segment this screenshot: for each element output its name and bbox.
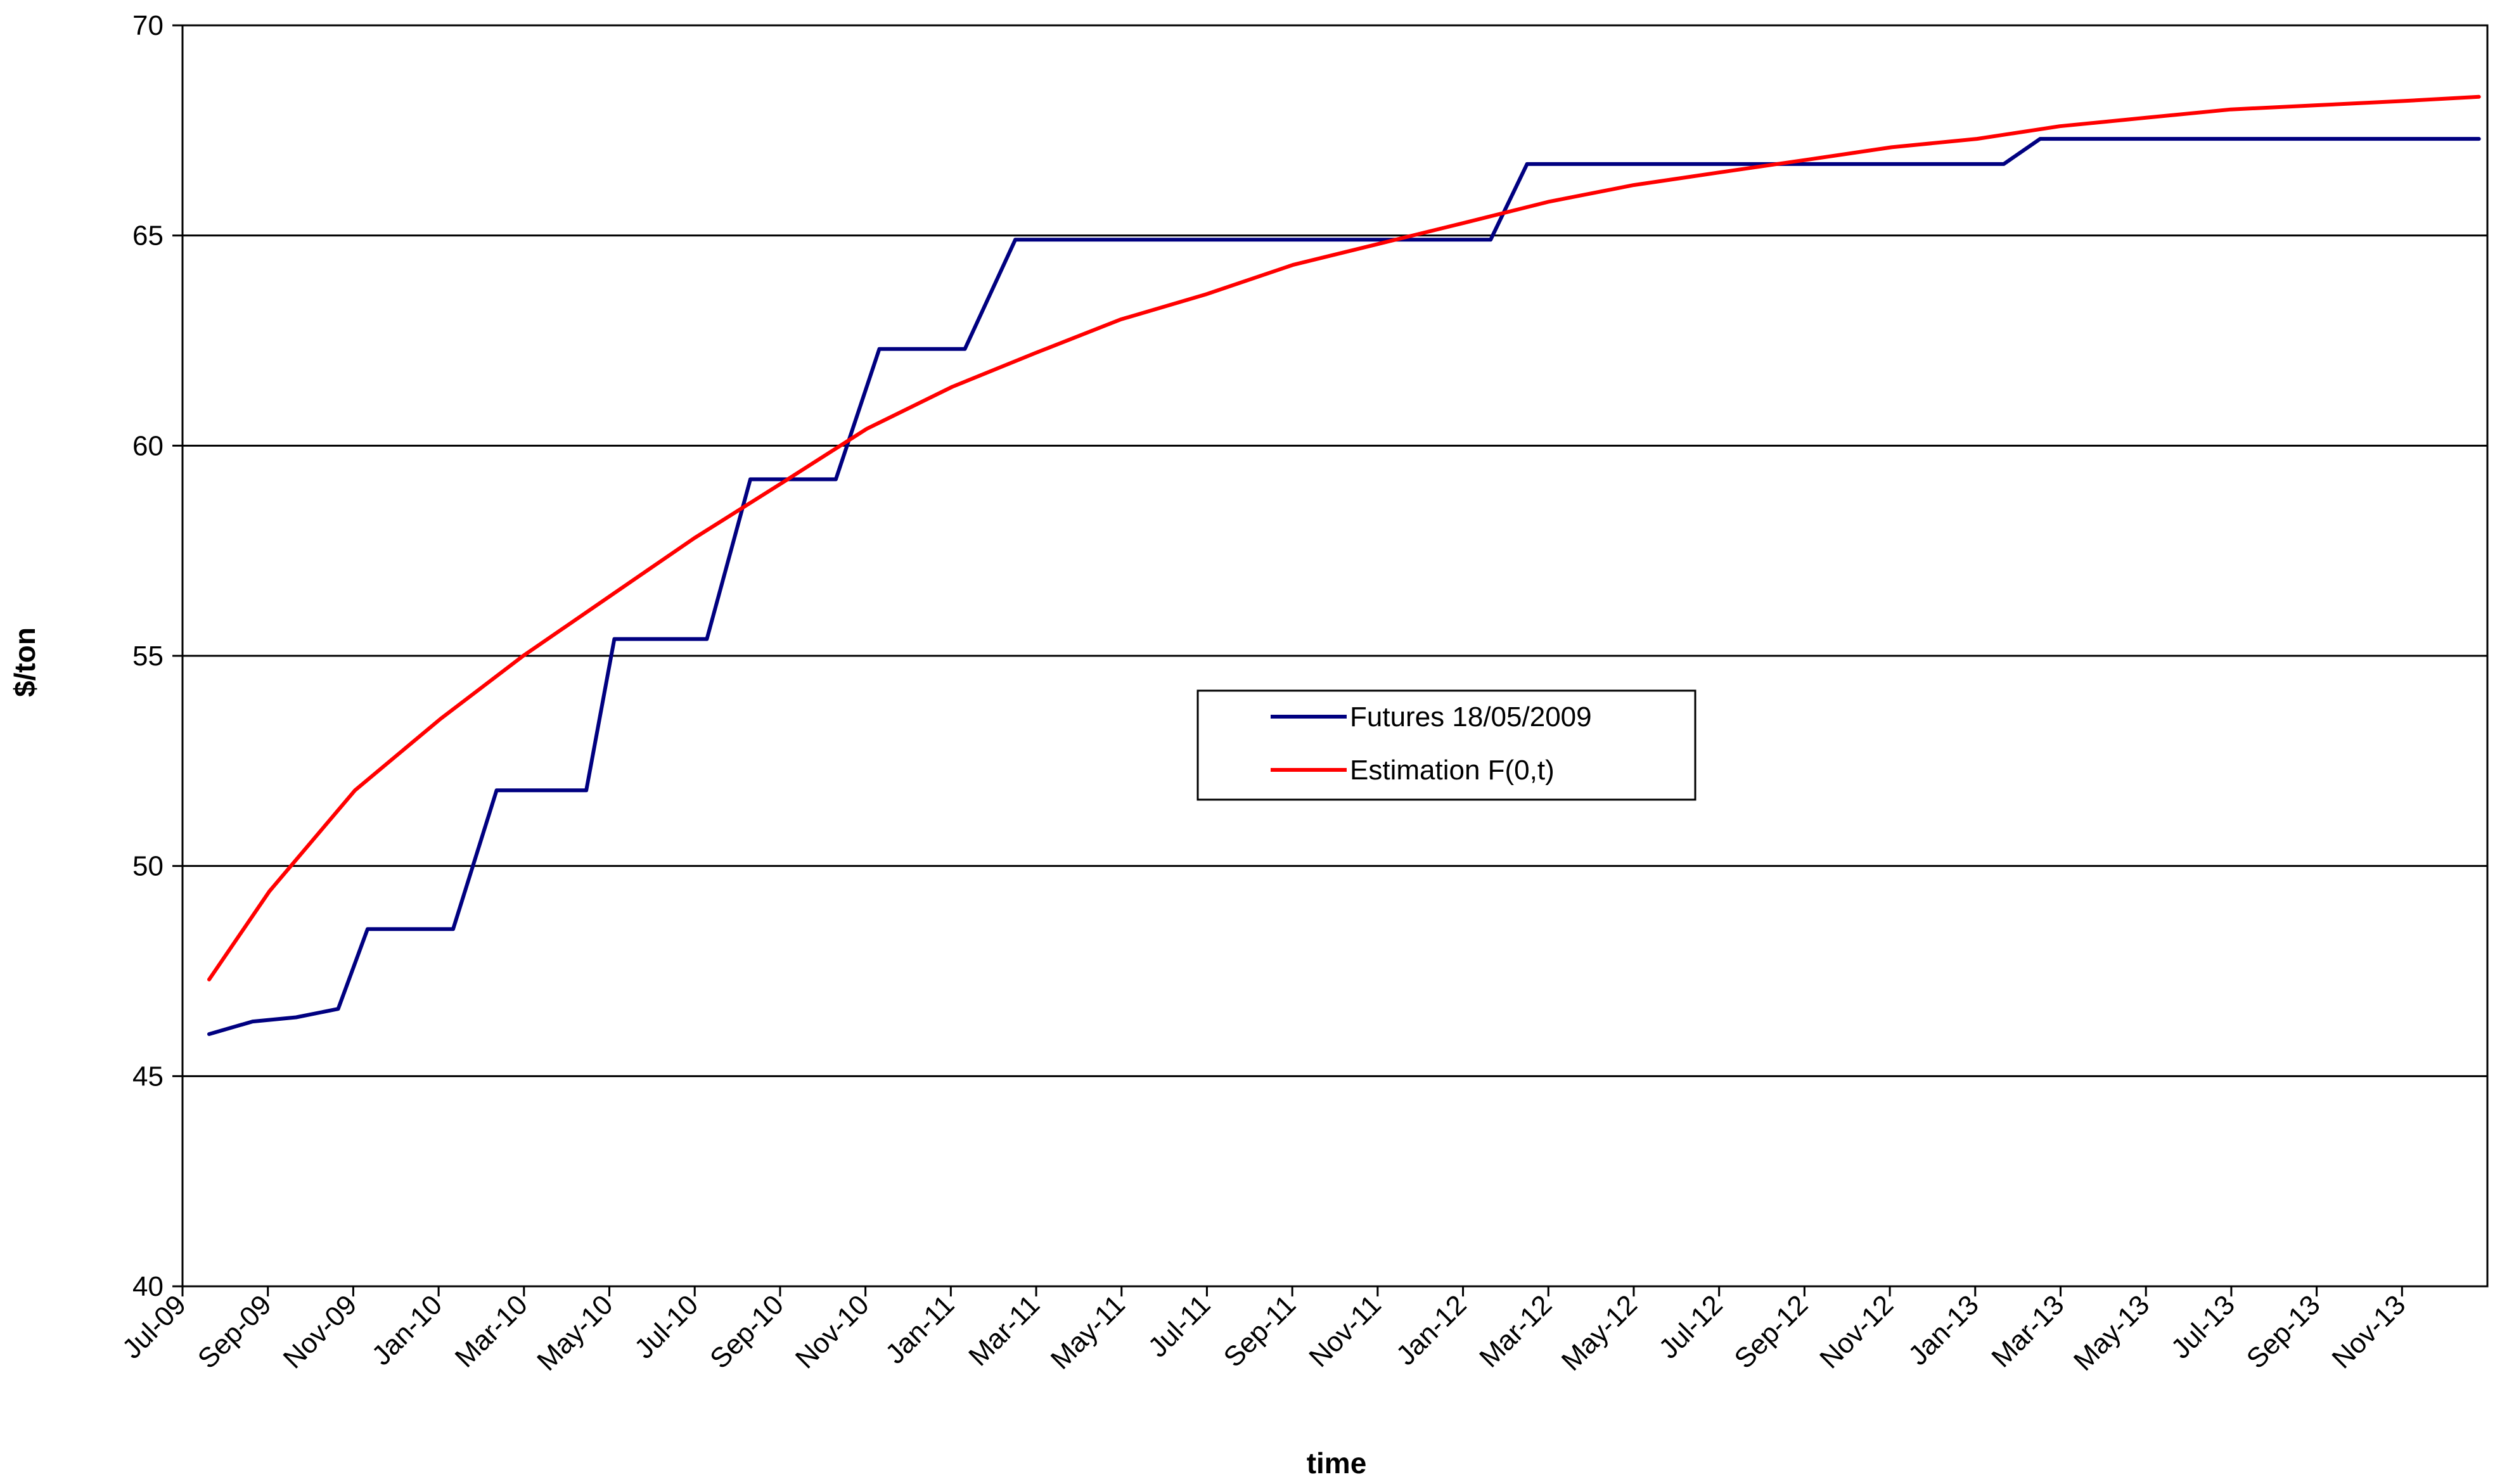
- y-tick-label: 65: [132, 221, 164, 252]
- y-tick-label: 60: [132, 430, 164, 461]
- y-tick-label: 45: [132, 1061, 164, 1092]
- series-line-0: [207, 137, 2481, 1036]
- x-axis-title: time: [1307, 1447, 1367, 1480]
- plot-area-border: [181, 24, 2489, 1288]
- grid-lines: [183, 234, 2487, 1077]
- series-line-1: [207, 94, 2481, 982]
- y-tick-label: 55: [132, 641, 164, 672]
- y-tick-label: 50: [132, 851, 164, 882]
- legend-label-futures: Futures 18/05/2009: [1350, 701, 1592, 732]
- y-axis-title: $/ton: [8, 627, 41, 697]
- y-tick-label: 40: [132, 1271, 164, 1302]
- y-tick-label: 70: [132, 10, 164, 41]
- legend: Futures 18/05/2009 Estimation F(0,t): [1196, 689, 1696, 801]
- series-layer: [207, 94, 2481, 1036]
- legend-label-estimation: Estimation F(0,t): [1350, 755, 1555, 786]
- legend-box: [1196, 689, 1696, 801]
- y-axis-ticks: 40 45 50 55 60 65 70: [132, 10, 183, 1302]
